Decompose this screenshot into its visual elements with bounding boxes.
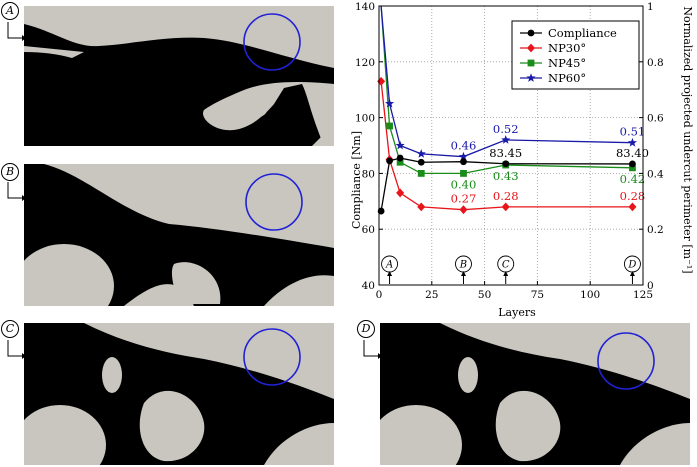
design-marker-label: A [385,260,393,271]
design-marker-arrowhead [503,271,509,276]
panel-a-badge: A [1,2,19,20]
axis-arrow-icon [7,340,26,359]
data-point [460,170,467,177]
topology-shape-c [24,323,334,465]
design-marker-arrowhead [460,271,466,276]
data-label: 0.42 [620,172,646,186]
design-marker-label: B [459,260,467,271]
x-tick-label: 100 [580,289,600,301]
y2-tick-label: 0.2 [647,224,664,236]
y-tick-label: 100 [355,113,375,125]
legend-swatch-marker [527,29,535,37]
legend-entry: NP45° [548,56,586,70]
design-marker-arrowhead [629,271,635,276]
panel-b-badge: B [1,163,19,181]
design-panel-b [24,164,334,306]
chart-annotations: 0.46 0.52 0.51 83.45 83.40 0.40 0.43 0.42 0.27 0.… [451,122,649,206]
axis-arrow-icon [7,182,26,201]
panel-d-badge: D [357,320,375,338]
data-point [417,202,426,212]
data-point [460,158,467,166]
data-label: 0.40 [451,177,477,191]
topology-shape-d [380,323,690,465]
load-circle-b [245,173,303,231]
chart-ticks: 0 25 50 75 100 12540608010012014000.20.40.60.… [355,1,664,301]
data-point [386,122,393,130]
x-axis-label: Layers [498,306,536,319]
data-point [459,205,468,215]
design-marker-arrowhead [387,271,393,276]
legend-entry: NP30° [548,41,586,55]
design-panel-d [380,323,690,465]
y-tick-label: 140 [355,1,375,13]
data-point [396,158,404,166]
data-point [396,188,405,198]
y-axis-label: Compliance [Nm] [350,131,363,229]
data-point [629,160,636,168]
data-label: 83.45 [489,146,522,160]
data-label: 0.51 [620,125,646,139]
panel-c-badge: C [1,320,19,338]
y2-tick-label: 1 [647,1,654,13]
design-marker-label: C [502,260,510,271]
data-label: 0.28 [620,189,646,203]
data-point [417,158,425,166]
data-label: 83.40 [616,146,649,160]
data-point [458,151,469,161]
x-tick-label: 25 [425,289,438,301]
y2-tick-label: 0.6 [647,113,664,125]
data-point [377,76,386,86]
legend-swatch-marker [527,43,535,53]
data-point [384,98,395,108]
design-panel-a [24,6,334,146]
data-point [501,135,511,144]
y2-tick-label: 0 [647,280,654,292]
topology-shape-a [24,13,334,146]
data-point [502,160,510,168]
data-point [396,154,404,162]
axis-arrow-icon [363,340,382,359]
data-point [417,170,425,177]
legend-entry: Compliance [548,26,617,40]
x-tick-label: 50 [478,289,491,301]
load-circle-a [243,13,301,71]
load-circle-c [243,328,301,386]
y2-tick-label: 0.4 [647,168,664,180]
y-tick-label: 80 [362,168,375,180]
x-tick-label: 125 [633,289,653,301]
data-label: 0.52 [493,122,519,136]
x-tick-label: 75 [531,289,544,301]
design-marker-label: D [627,260,636,271]
chart-design-markers: A B C D [381,255,641,284]
data-label: 0.28 [493,189,519,203]
y-tick-label: 60 [362,224,375,236]
data-label: 0.43 [493,169,519,183]
data-label: 0.46 [451,139,477,153]
y2-axis-label: Normalized projected undercut perimeter … [681,6,694,273]
y-tick-label: 40 [362,280,375,292]
data-point [501,202,510,212]
legend-swatch-marker [527,59,535,67]
data-point [416,149,426,158]
topology-shape-b [24,164,334,306]
data-point [629,164,636,172]
data-point [395,140,405,150]
legend-entry: NP60° [548,71,586,85]
design-panel-c [24,323,334,465]
axis-arrow-icon [7,22,26,41]
data-point [386,157,393,165]
data-point [627,137,638,147]
legend-swatch-marker [526,73,536,82]
data-point [628,202,637,212]
y-tick-label: 120 [355,57,375,69]
plot-frame [378,5,644,286]
data-label: 0.27 [451,192,477,206]
x-tick-label: 0 [376,289,383,301]
y2-tick-label: 0.8 [647,57,664,69]
load-circle-d [597,332,655,390]
